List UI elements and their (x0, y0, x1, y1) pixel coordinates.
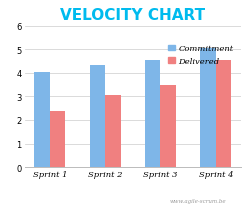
Title: VELOCITY CHART: VELOCITY CHART (60, 8, 205, 23)
Bar (50, 111, 65, 167)
Bar (90, 65, 105, 167)
Bar (105, 96, 121, 167)
Text: www.agile-scrum.be: www.agile-scrum.be (170, 198, 226, 203)
Legend: Commitment, Delivered: Commitment, Delivered (165, 42, 237, 69)
Bar (200, 49, 216, 167)
Bar (34, 72, 50, 167)
Bar (216, 61, 231, 167)
Bar (160, 85, 176, 167)
Bar (145, 61, 160, 167)
